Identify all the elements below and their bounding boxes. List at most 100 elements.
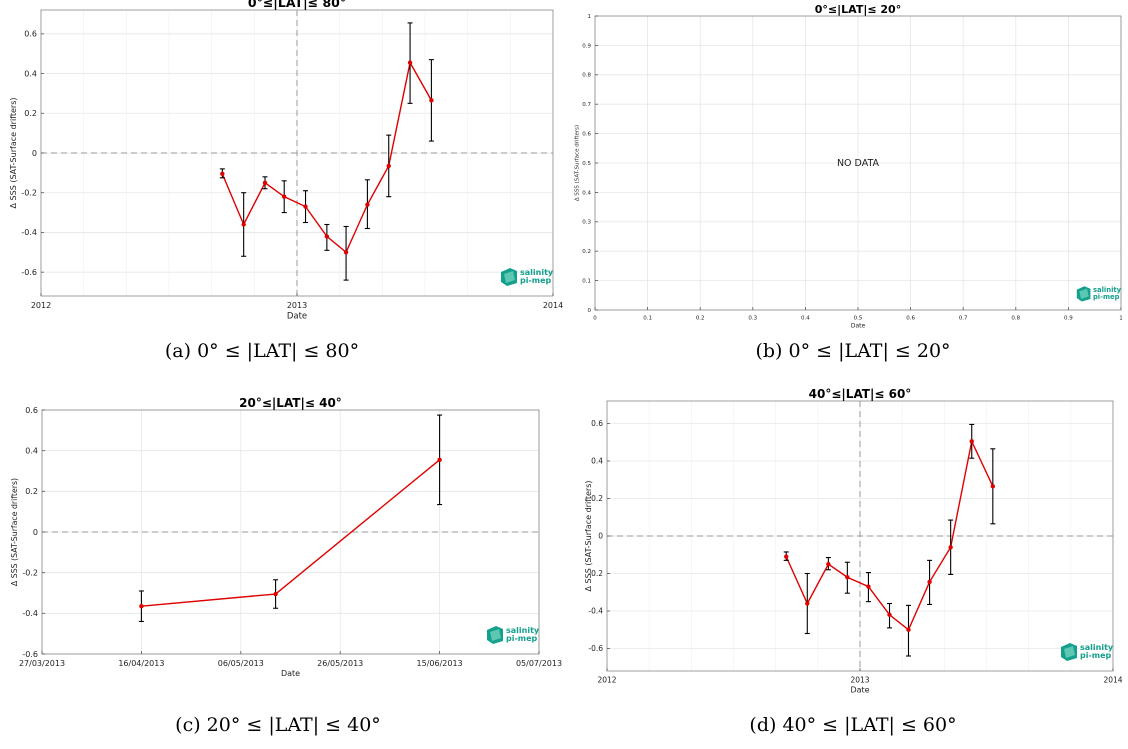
y-tick-label: -0.4 (22, 609, 38, 618)
caption-a: (a) 0° ≤ |LAT| ≤ 80° (164, 340, 360, 362)
data-point (303, 204, 308, 209)
data-point (990, 484, 996, 489)
logo-mark-highlight (504, 271, 515, 283)
x-tick-label: 15/06/2013 (417, 659, 463, 668)
y-tick-label: 0.4 (591, 457, 603, 466)
data-point (220, 171, 225, 177)
x-tick-label: 0.4 (801, 316, 810, 322)
logo-text-line2: pi-mep (520, 276, 552, 285)
data-point (927, 579, 932, 585)
logo-text-line1: salinity (506, 626, 540, 635)
x-tick-label: 0.9 (1064, 316, 1073, 322)
data-point (887, 612, 892, 617)
x-tick-label: 2012 (597, 676, 616, 685)
x-tick-label: 0.7 (959, 316, 968, 322)
x-tick-label: 26/05/2013 (317, 659, 363, 668)
y-tick-label: -0.2 (22, 568, 38, 577)
data-point (273, 591, 278, 597)
data-point (282, 194, 287, 199)
x-axis-label: Date (850, 686, 869, 695)
y-tick-label: 0.1 (582, 279, 591, 285)
data-point (262, 180, 268, 185)
no-data-label: NO DATA (837, 158, 880, 169)
data-point (429, 98, 434, 103)
data-point (906, 627, 911, 632)
y-tick-label: 0.2 (25, 487, 38, 496)
logo-mark-highlight (1064, 646, 1075, 658)
data-point (805, 601, 810, 606)
caption-d: (d) 40° ≤ |LAT| ≤ 60° (749, 714, 957, 736)
y-tick-label: 0 (33, 528, 38, 537)
y-tick-label: -0.4 (588, 607, 603, 616)
data-point (139, 604, 144, 609)
y-tick-label: -0.6 (21, 268, 37, 277)
y-tick-label: 0.2 (24, 109, 37, 118)
y-tick-label: -0.2 (588, 569, 603, 578)
y-tick-label: 0.5 (582, 161, 591, 167)
x-tick-label: 2012 (31, 301, 51, 310)
x-tick-label: 2013 (850, 676, 869, 685)
chart-title: 0°≤|LAT|≤ 20° (815, 3, 901, 16)
logo-mark-highlight (490, 629, 501, 641)
y-tick-label: 0 (598, 532, 603, 541)
y-tick-label: 0.7 (582, 102, 591, 108)
data-point (866, 584, 871, 589)
y-tick-label: -0.6 (22, 650, 38, 659)
x-axis-label: Date (287, 312, 307, 322)
x-tick-label: 16/04/2013 (118, 659, 164, 668)
data-point (386, 163, 391, 169)
y-tick-label: 0.6 (582, 132, 591, 138)
y-tick-label: 0 (32, 149, 37, 158)
y-tick-label: 0 (588, 308, 592, 314)
x-tick-label: 0 (593, 316, 597, 322)
data-point (241, 222, 246, 227)
logo-mark-highlight (1079, 288, 1089, 299)
x-axis-label: Date (281, 669, 300, 678)
chart-title: 20°≤|LAT|≤ 40° (239, 396, 342, 410)
logo-text-line2: pi-mep (1093, 293, 1120, 301)
y-tick-label: 0.2 (591, 494, 603, 503)
data-point (343, 250, 349, 255)
x-tick-label: 0.1 (643, 316, 652, 322)
x-tick-label: 27/03/2013 (19, 659, 65, 668)
y-axis-label: Δ SSS (SAT-Surface drifters) (575, 125, 581, 201)
y-tick-label: 0.2 (582, 249, 591, 255)
y-tick-label: 0.6 (24, 30, 37, 39)
caption-b: (b) 0° ≤ |LAT| ≤ 20° (755, 340, 951, 362)
x-tick-label: 1 (1119, 316, 1123, 322)
series-line (221, 60, 433, 254)
logo-text-line1: salinity (520, 268, 554, 277)
logo-text-line1: salinity (1093, 286, 1122, 294)
x-tick-label: 0.8 (1011, 316, 1020, 322)
x-tick-label: 2013 (287, 301, 307, 310)
y-tick-label: 1 (588, 14, 592, 20)
data-point (324, 234, 330, 239)
y-tick-label: -0.2 (21, 189, 37, 198)
x-tick-label: 0.2 (696, 316, 705, 322)
data-point (365, 202, 370, 207)
y-tick-label: 0.3 (582, 220, 591, 226)
y-tick-label: 0.4 (25, 446, 38, 455)
x-tick-label: 06/05/2013 (218, 659, 264, 668)
x-tick-label: 0.5 (854, 316, 863, 322)
y-tick-label: 0.4 (24, 69, 37, 78)
chart-panel-a: -0.6 -0.4 -0.2 0 0.2 0.4 0.6 2012 2013 2014 0°≤|LA… (9, 0, 563, 322)
data-point (437, 457, 442, 463)
x-tick-label: 0.3 (748, 316, 757, 322)
data-point (948, 545, 953, 550)
chart-panel-d: -0.6 -0.4 -0.2 0 0.2 0.4 0.6 2012 2013 2014 40°≤|L… (584, 387, 1123, 695)
chart-title: 40°≤|LAT|≤ 60° (809, 387, 912, 401)
y-axis-label: Δ SSS (SAT-Surface drifters) (584, 481, 593, 592)
y-tick-label: 0.4 (582, 190, 591, 196)
x-tick-label: 2014 (543, 301, 563, 310)
y-tick-label: -0.4 (21, 228, 37, 237)
data-point (407, 60, 413, 65)
y-tick-label: 0.6 (25, 406, 38, 415)
data-point (826, 561, 831, 567)
y-axis-label: Δ SSS (SAT-Surface drifters) (10, 478, 19, 586)
y-axis-label: Δ SSS (SAT-Surface drifters) (9, 98, 18, 209)
chart-panel-b: 0 0.1 0.2 0.3 0.4 0.5 0.6 0.7 0.8 0.9 1 0 0.1 0.2 0.3 0… (575, 3, 1123, 330)
